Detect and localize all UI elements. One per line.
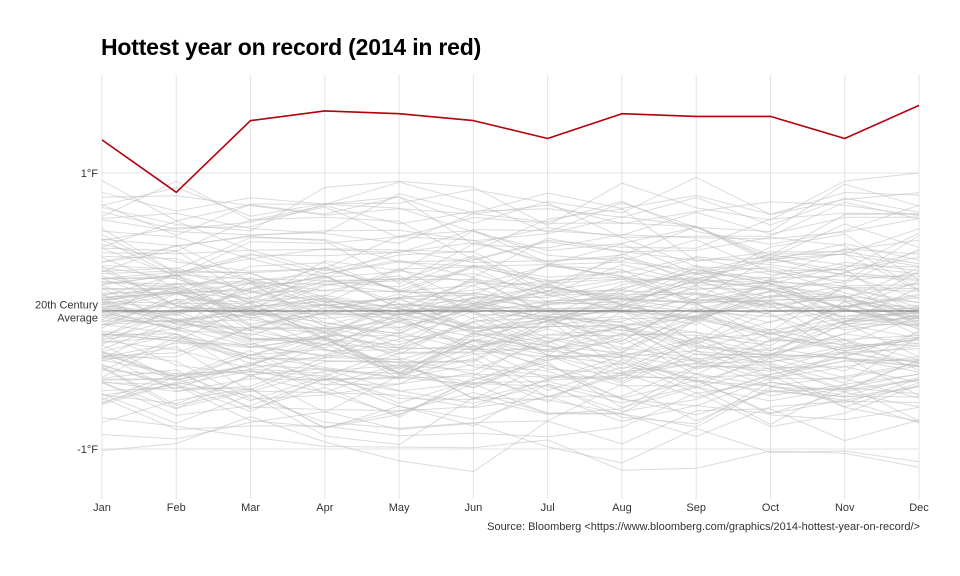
historical-year-line xyxy=(101,329,920,379)
x-tick-label: Aug xyxy=(612,502,632,514)
historical-year-line xyxy=(101,236,920,291)
historical-year-line xyxy=(101,297,920,354)
x-tick-label: Jan xyxy=(93,502,111,514)
y-tick-label: 20th Century Average xyxy=(35,300,98,325)
historical-year-line xyxy=(101,191,920,236)
historical-year-line xyxy=(101,364,920,425)
historical-year-line xyxy=(101,195,920,225)
historical-year-line xyxy=(101,278,920,335)
historical-year-line xyxy=(101,309,920,364)
historical-year-line xyxy=(101,196,920,249)
historical-year-line xyxy=(101,200,920,245)
x-tick-label: May xyxy=(389,502,410,514)
y-tick-label: -1°F xyxy=(77,444,98,456)
historical-year-line xyxy=(101,227,920,287)
historical-year-line xyxy=(101,203,920,259)
historical-year-line xyxy=(101,181,920,233)
historical-year-line xyxy=(101,256,920,304)
historical-year-line xyxy=(101,172,920,232)
historical-year-line xyxy=(101,212,920,263)
historical-year-line xyxy=(101,274,920,327)
historical-year-line xyxy=(101,357,920,422)
historical-year-line xyxy=(101,373,920,429)
historical-year-line xyxy=(101,354,920,407)
x-tick-label: Mar xyxy=(241,502,260,514)
historical-year-line xyxy=(101,383,920,438)
historical-year-line xyxy=(101,187,920,238)
y-axis-tick-labels: 1°F 20th Century Average -1°F xyxy=(35,168,98,456)
x-tick-label: Sep xyxy=(686,502,706,514)
historical-year-line xyxy=(101,216,920,263)
x-tick-label: Apr xyxy=(316,502,333,514)
x-tick-label: Nov xyxy=(835,502,855,514)
historical-year-line xyxy=(101,417,920,471)
historical-year-line xyxy=(101,211,920,255)
historical-year-line xyxy=(101,381,920,429)
historical-year-line xyxy=(101,284,920,343)
series-line-2014 xyxy=(101,104,920,194)
highlight-year-line xyxy=(101,104,920,194)
historical-year-lines xyxy=(101,172,920,473)
historical-year-line xyxy=(101,273,920,334)
historical-year-line xyxy=(101,297,920,357)
x-tick-label: Feb xyxy=(167,502,186,514)
historical-year-line xyxy=(101,298,920,343)
historical-year-line xyxy=(101,206,920,256)
historical-year-line xyxy=(101,310,920,359)
historical-year-line xyxy=(101,248,920,300)
historical-year-line xyxy=(101,362,920,421)
x-tick-label: Dec xyxy=(909,502,929,514)
historical-year-line xyxy=(101,228,920,290)
historical-year-line xyxy=(101,319,920,380)
historical-year-line xyxy=(101,408,920,473)
historical-year-line xyxy=(101,233,920,285)
chart-source-note: Source: Bloomberg <https://www.bloomberg… xyxy=(487,521,920,533)
historical-year-line xyxy=(101,320,920,365)
historical-year-line xyxy=(101,262,920,311)
x-tick-label: Oct xyxy=(762,502,779,514)
x-axis-tick-labels: Jan Feb Mar Apr May Jun Jul Aug Sep Oct Nov Dec xyxy=(93,502,929,514)
historical-year-line xyxy=(101,180,920,226)
historical-year-line xyxy=(101,234,920,278)
historical-year-line xyxy=(101,225,920,278)
historical-year-line xyxy=(101,378,920,424)
historical-year-line xyxy=(101,300,920,347)
historical-year-line xyxy=(101,328,920,386)
historical-year-line xyxy=(101,278,920,331)
historical-year-line xyxy=(101,255,920,312)
x-tick-label: Jun xyxy=(464,502,482,514)
historical-year-line xyxy=(101,411,920,464)
historical-year-line xyxy=(101,319,920,371)
chart-title: Hottest year on record (2014 in red) xyxy=(101,34,482,60)
historical-year-line xyxy=(101,345,920,402)
historical-year-line xyxy=(101,365,920,428)
historical-year-line xyxy=(101,275,920,322)
x-tick-label: Jul xyxy=(541,502,555,514)
historical-year-line xyxy=(101,349,920,404)
y-tick-label: 1°F xyxy=(81,168,99,180)
historical-year-line xyxy=(101,264,920,329)
historical-year-line xyxy=(101,331,920,380)
historical-year-line xyxy=(101,339,920,392)
historical-year-line xyxy=(101,350,920,404)
historical-year-line xyxy=(101,270,920,318)
historical-year-line xyxy=(101,176,920,224)
